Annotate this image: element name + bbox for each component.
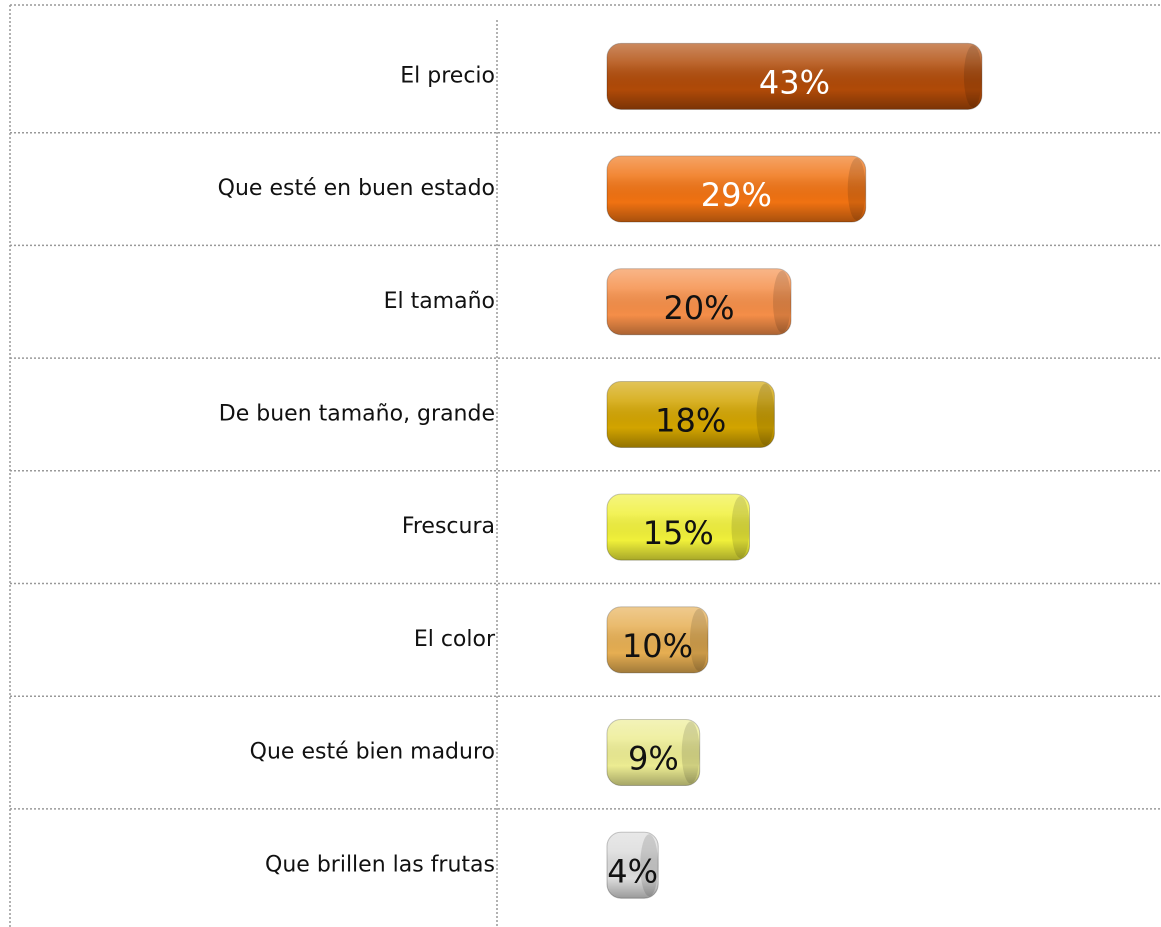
data-label: 4% (607, 852, 658, 890)
data-label: 10% (622, 627, 693, 665)
category-label: El tamaño (384, 289, 495, 314)
bar-shine (607, 494, 750, 561)
bar-cap (690, 608, 708, 671)
category-label: De buen tamaño, grande (219, 401, 495, 426)
bar-shine (607, 268, 791, 335)
category-label: Que brillen las frutas (265, 852, 495, 877)
bar-cap (847, 158, 866, 221)
category-label: El color (414, 627, 496, 652)
bar-cap (681, 721, 700, 784)
bar-shine (607, 156, 866, 223)
bar-shine (607, 719, 700, 786)
bar-shine (607, 832, 659, 899)
category-label: Frescura (402, 514, 495, 539)
category-label: Que esté bien maduro (250, 740, 495, 765)
bar-cap (756, 383, 775, 446)
data-label: 43% (759, 63, 830, 101)
bar-shine (607, 43, 982, 110)
data-label: 18% (655, 401, 726, 439)
bar-shine (607, 606, 708, 673)
category-label: Que esté en buen estado (218, 176, 495, 201)
bar-cap (640, 834, 659, 897)
data-label: 15% (643, 514, 714, 552)
bar-cap (963, 45, 982, 108)
data-label: 20% (663, 289, 734, 327)
category-label: El precio (400, 63, 495, 88)
bar-cap (773, 270, 791, 333)
bar-cap (731, 496, 750, 559)
bar-shine (607, 381, 775, 448)
data-label: 9% (628, 740, 679, 778)
data-label: 29% (701, 176, 772, 214)
